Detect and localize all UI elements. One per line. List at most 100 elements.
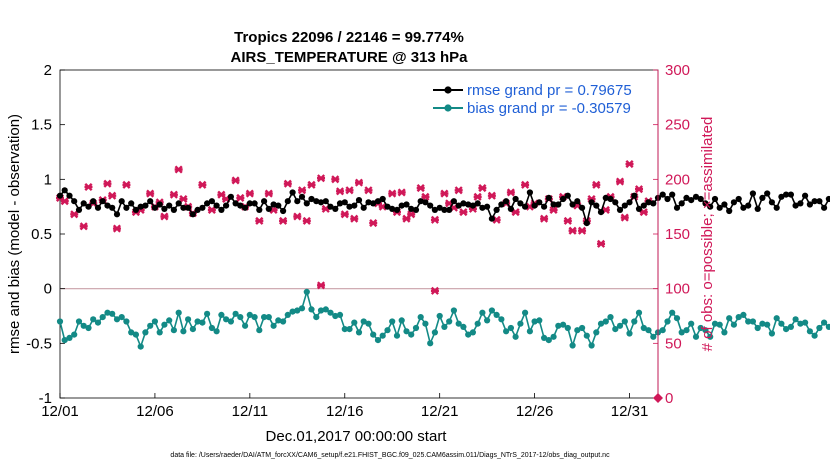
rmse-point xyxy=(811,198,818,205)
x-tick-label: 12/31 xyxy=(611,403,649,420)
bias-point xyxy=(735,314,742,321)
obs-assimilated-marker xyxy=(354,178,364,187)
bias-point xyxy=(597,320,605,327)
obs-assimilated-marker xyxy=(103,179,112,188)
rmse-point xyxy=(393,206,401,213)
bias-point xyxy=(308,306,315,313)
obs-assimilated-marker xyxy=(302,216,311,225)
bias-point xyxy=(289,308,296,315)
obs-assimilated-marker xyxy=(345,186,354,195)
bias-point xyxy=(298,305,306,312)
obs-assimilated-marker xyxy=(79,222,88,231)
bias-point xyxy=(170,327,177,334)
chart-subtitle: AIRS_TEMPERATURE @ 313 hPa xyxy=(231,49,469,66)
rmse-point xyxy=(436,204,443,211)
rmse-point xyxy=(360,204,367,211)
bias-point xyxy=(702,327,709,334)
obs-assimilated-marker xyxy=(478,184,487,193)
rmse-point xyxy=(678,200,685,207)
rmse-point xyxy=(498,201,505,208)
legend-rmse-marker xyxy=(444,86,452,94)
bias-point xyxy=(526,328,534,335)
rmse-point xyxy=(716,204,723,211)
bias-point xyxy=(118,314,125,321)
bias-point xyxy=(825,323,830,330)
right-axis-ticks: 0 50 100 150 200 250 300 xyxy=(653,62,690,407)
rmse-point xyxy=(692,193,700,200)
bias-point xyxy=(579,324,586,332)
rmse-point xyxy=(711,195,719,203)
bias-point xyxy=(351,319,358,326)
x-tick-label: 12/11 xyxy=(232,403,268,420)
bias-point xyxy=(270,322,277,329)
bias-point xyxy=(393,332,401,339)
bias-point xyxy=(360,318,367,325)
legend-rmse-label: rmse grand pr = 0.79675 xyxy=(467,82,632,99)
bias-point xyxy=(436,312,443,320)
left-axis-ticks: -1 -0.5 0 0.5 1 1.5 2 xyxy=(26,62,65,407)
bias-point xyxy=(726,315,733,322)
bias-point xyxy=(574,327,581,334)
rmse-point xyxy=(384,203,391,210)
bias-point xyxy=(303,288,310,295)
obs-assimilated-marker xyxy=(440,189,449,198)
bias-point xyxy=(374,337,382,344)
bias-point xyxy=(237,314,244,321)
bias-point xyxy=(142,329,149,336)
obs-assimilated-marker xyxy=(70,210,79,219)
rmse-point xyxy=(522,203,529,210)
bias-point xyxy=(365,320,372,327)
bias-point xyxy=(493,311,500,318)
bias-point xyxy=(692,333,700,340)
rmse-point xyxy=(683,194,690,201)
bias-point xyxy=(132,331,139,338)
bias-point xyxy=(512,333,519,340)
bias-point xyxy=(403,328,410,335)
rmse-point xyxy=(151,204,158,211)
rmse-point xyxy=(147,198,154,205)
rmse-point xyxy=(545,194,552,201)
bias-point xyxy=(218,311,225,318)
bias-point xyxy=(626,330,633,337)
bias-point xyxy=(408,331,415,338)
rmse-point xyxy=(289,189,296,196)
bias-point xyxy=(446,318,453,325)
rmse-point xyxy=(412,206,420,213)
bias-point xyxy=(204,310,211,317)
rmse-point xyxy=(199,204,206,211)
obs-possible-marker xyxy=(316,281,326,290)
bias-point xyxy=(479,309,486,316)
bias-point xyxy=(484,317,491,324)
obs-assimilated-marker xyxy=(540,214,549,223)
bias-point xyxy=(697,324,704,332)
rmse-point xyxy=(156,201,163,208)
obs-assimilated-marker xyxy=(231,176,240,185)
obs-assimilated-marker xyxy=(236,193,245,202)
rmse-point xyxy=(298,193,306,200)
rmse-point xyxy=(232,200,239,207)
bias-point xyxy=(85,324,92,332)
bias-point xyxy=(787,323,795,330)
rmse-point xyxy=(607,195,614,203)
obs-assimilated-marker xyxy=(563,216,572,225)
rmse-point xyxy=(223,202,230,209)
obs-assimilated-marker xyxy=(293,212,302,221)
rmse-point xyxy=(284,198,291,205)
bias-point xyxy=(313,314,320,321)
rmse-point xyxy=(389,205,396,212)
rmse-point xyxy=(773,204,780,211)
obs-assimilated-marker xyxy=(169,190,178,199)
rmse-point xyxy=(374,198,382,205)
bias-point xyxy=(531,318,538,325)
y-tick-label: 1 xyxy=(44,171,52,188)
rmse-point xyxy=(166,202,173,209)
rmse-point xyxy=(308,195,315,203)
rmse-point xyxy=(792,202,799,209)
y-tick-label: -1 xyxy=(39,390,52,407)
rmse-point xyxy=(403,201,410,208)
y-tick-label: 0 xyxy=(44,281,52,298)
obs-assimilated-marker xyxy=(454,186,463,195)
rmse-point xyxy=(227,193,234,200)
bias-point xyxy=(503,328,510,335)
bias-point xyxy=(778,320,785,327)
